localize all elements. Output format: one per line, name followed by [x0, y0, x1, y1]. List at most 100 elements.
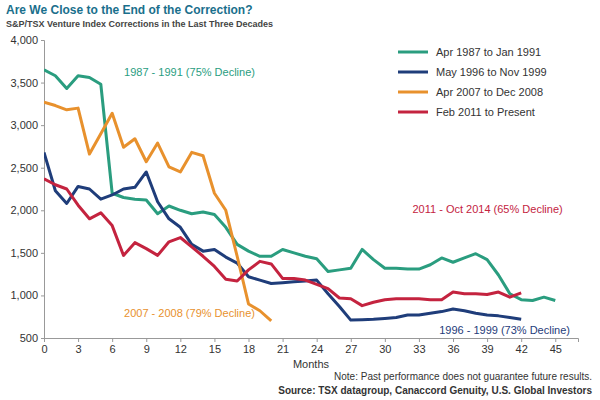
tick: 39: [481, 338, 493, 355]
tick: 15: [209, 338, 221, 355]
tick: 0: [41, 338, 47, 355]
tick-mark: [249, 338, 250, 342]
tick: 3: [76, 338, 82, 355]
legend-item: Feb 2011 to Present: [398, 106, 535, 118]
note: Note: Past performance does not guarante…: [334, 371, 592, 382]
legend-label: May 1996 to Nov 1999: [436, 66, 547, 78]
annotation: 2011 - Oct 2014 (65% Decline): [412, 203, 562, 215]
tick-label: 15: [209, 343, 221, 355]
tick: 3,500: [10, 77, 44, 89]
tick: 18: [243, 338, 255, 355]
axis-line: [45, 339, 579, 343]
tick: 24: [311, 338, 323, 355]
tick-label: 1,000: [10, 289, 38, 301]
tick-label: 500: [20, 332, 38, 344]
axis-line: [41, 41, 45, 339]
tick-mark: [283, 338, 284, 342]
tick-label: 3: [76, 343, 82, 355]
series-line: [44, 102, 271, 321]
tick-mark: [41, 40, 44, 41]
tick: 500: [20, 332, 44, 344]
annotation: 1996 - 1999 (73% Decline): [439, 324, 570, 336]
tick: 12: [175, 338, 187, 355]
tick-label: 2,500: [10, 162, 38, 174]
tick-label: 27: [345, 343, 357, 355]
tick-mark: [41, 295, 44, 296]
tick: 1,000: [10, 289, 44, 301]
legend-label: Apr 1987 to Jan 1991: [436, 46, 541, 58]
tick-mark: [41, 125, 44, 126]
source: Source: TSX datagroup, Canaccord Genuity…: [278, 385, 592, 396]
tick-label: 12: [175, 343, 187, 355]
tick-label: 2,000: [10, 204, 38, 216]
tick-mark: [41, 253, 44, 254]
tick-label: 3,500: [10, 77, 38, 89]
tick: 45: [550, 338, 562, 355]
series-line: [44, 152, 521, 320]
tick-mark: [41, 168, 44, 169]
tick-mark: [41, 83, 44, 84]
tick-mark: [317, 338, 318, 342]
legend-item: Apr 1987 to Jan 1991: [398, 46, 541, 58]
legend-swatch: [398, 51, 428, 54]
tick-label: 4,000: [10, 34, 38, 46]
tick-label: 33: [413, 343, 425, 355]
legend-swatch: [398, 111, 428, 114]
annotation: 2007 - 2008 (79% Decline): [124, 307, 255, 319]
tick-mark: [180, 338, 181, 342]
tick: 33: [413, 338, 425, 355]
tick-mark: [351, 338, 352, 342]
legend-item: May 1996 to Nov 1999: [398, 66, 547, 78]
tick-mark: [112, 338, 113, 342]
tick-mark: [385, 338, 386, 342]
tick: 9: [144, 338, 150, 355]
tick-label: 30: [379, 343, 391, 355]
tick-mark: [41, 338, 44, 339]
legend-label: Feb 2011 to Present: [436, 106, 535, 118]
tick: 21: [277, 338, 289, 355]
tick-mark: [555, 338, 556, 342]
tick-label: 42: [516, 343, 528, 355]
legend-swatch: [398, 71, 428, 74]
tick: 2,000: [10, 204, 44, 216]
tick-mark: [487, 338, 488, 342]
tick-mark: [521, 338, 522, 342]
tick: 3,000: [10, 119, 44, 131]
legend-label: Apr 2007 to Dec 2008: [436, 86, 543, 98]
x-axis-title: Months: [293, 358, 330, 370]
tick: 1,500: [10, 247, 44, 259]
tick: 42: [516, 338, 528, 355]
tick-label: 21: [277, 343, 289, 355]
title: Are We Close to the End of the Correctio…: [6, 3, 252, 17]
tick-label: 18: [243, 343, 255, 355]
tick-mark: [146, 338, 147, 342]
tick: 36: [447, 338, 459, 355]
tick: 4,000: [10, 34, 44, 46]
chart-container: Are We Close to the End of the Correctio…: [0, 0, 600, 400]
tick-label: 3,000: [10, 119, 38, 131]
tick-mark: [453, 338, 454, 342]
tick-label: 6: [110, 343, 116, 355]
series-line: [44, 179, 521, 306]
legend: Apr 1987 to Jan 1991 May 1996 to Nov 1999…: [398, 46, 547, 118]
legend-item: Apr 2007 to Dec 2008: [398, 86, 543, 98]
annotation: 1987 - 1991 (75% Decline): [124, 66, 255, 78]
tick-mark: [44, 338, 45, 342]
series-line: [44, 70, 555, 301]
chart-svg: Are We Close to the End of the Correctio…: [0, 0, 600, 400]
plot-area: [44, 70, 555, 321]
tick-mark: [78, 338, 79, 342]
tick-label: 9: [144, 343, 150, 355]
tick-mark: [41, 210, 44, 211]
tick: 2,500: [10, 162, 44, 174]
tick-mark: [214, 338, 215, 342]
tick-label: 0: [41, 343, 47, 355]
tick-label: 1,500: [10, 247, 38, 259]
tick: 6: [110, 338, 116, 355]
tick: 27: [345, 338, 357, 355]
y-axis: 500 1,000 1,500 2,000 2,500 3,000 3,500 4,000: [10, 34, 44, 344]
subtitle: S&P/TSX Venture Index Corrections in the…: [6, 19, 273, 29]
tick-mark: [419, 338, 420, 342]
legend-swatch: [398, 91, 428, 94]
tick-label: 45: [550, 343, 562, 355]
